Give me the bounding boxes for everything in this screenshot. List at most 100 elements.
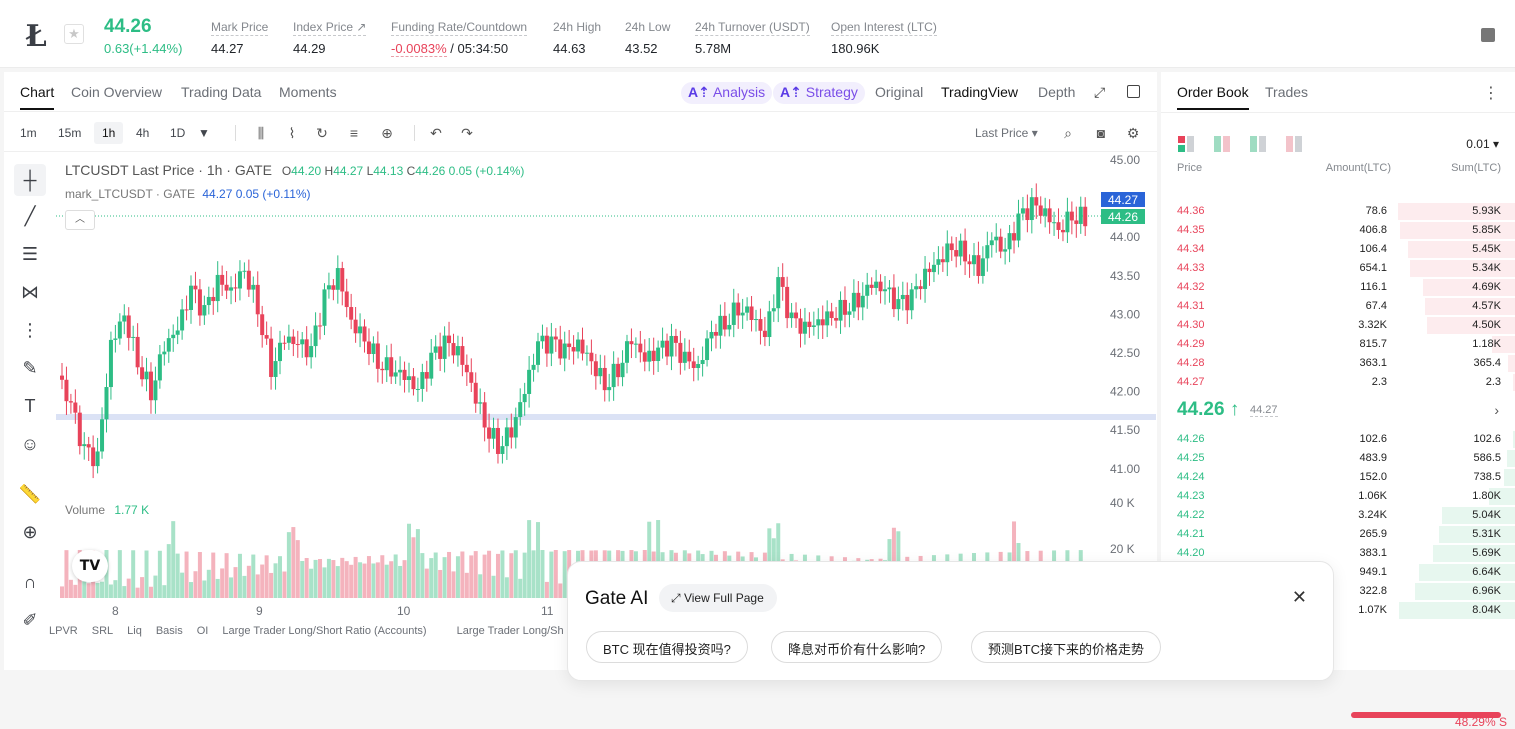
- row-amount: 3.24K: [1358, 509, 1387, 521]
- volume-bar: [278, 556, 282, 598]
- tab-trades[interactable]: Trades: [1265, 84, 1308, 100]
- candle: [398, 370, 402, 373]
- candle: [1061, 230, 1065, 232]
- volume-bar: [234, 567, 238, 598]
- more-icon[interactable]: ⋮: [1483, 83, 1499, 103]
- favorite-star-icon[interactable]: ★: [64, 24, 84, 44]
- candle: [456, 346, 460, 355]
- book-bids-icon[interactable]: [1214, 136, 1230, 152]
- fib-icon[interactable]: ⋮: [14, 314, 46, 346]
- pencil-icon[interactable]: ✐: [14, 604, 46, 636]
- collapse-legend-button[interactable]: ︿: [65, 210, 95, 230]
- volume-bar: [300, 561, 304, 598]
- stat-24h-turnover: 24h Turnover (USDT) 5.78M: [695, 18, 810, 56]
- volume-bar: [176, 554, 180, 598]
- candle: [563, 344, 567, 359]
- candle: [710, 332, 714, 338]
- candle: [122, 315, 126, 321]
- candle: [278, 343, 282, 361]
- ai-question-1[interactable]: BTC 现在值得投资吗?: [586, 631, 748, 663]
- volume-bar: [211, 553, 215, 598]
- candle: [425, 372, 429, 379]
- candle: [665, 341, 669, 357]
- timeframe-1m[interactable]: 1m: [20, 126, 37, 140]
- ai-question-3[interactable]: 预测BTC接下来的价格走势: [971, 631, 1161, 663]
- candle: [683, 352, 687, 363]
- close-icon[interactable]: ✕: [1292, 587, 1307, 608]
- row-price: 44.33: [1177, 262, 1205, 274]
- row-amount: 654.1: [1359, 262, 1387, 274]
- book-both-icon[interactable]: [1178, 136, 1194, 152]
- mid-price: 44.26 ↑: [1177, 399, 1239, 421]
- candle: [354, 320, 358, 334]
- candle: [340, 268, 344, 291]
- view-full-page-button[interactable]: ⤢ View Full Page: [659, 584, 777, 612]
- stat-index-price[interactable]: Index Price ↗ 44.29: [293, 18, 366, 56]
- candle: [830, 311, 834, 318]
- book-asks-only-icon[interactable]: [1286, 136, 1302, 152]
- chevron-right-icon[interactable]: ›: [1494, 402, 1499, 418]
- candle: [82, 444, 86, 446]
- volume-bar: [496, 554, 500, 598]
- row-amount: 383.1: [1359, 547, 1387, 559]
- volume-bar: [394, 554, 398, 598]
- candle: [207, 297, 211, 305]
- candle: [113, 338, 117, 339]
- brush-icon[interactable]: ✎: [14, 352, 46, 384]
- zoom-in-icon[interactable]: ⊕: [14, 516, 46, 548]
- ai-question-2[interactable]: 降息对币价有什么影响?: [771, 631, 942, 663]
- candle: [265, 335, 269, 339]
- volume-bar: [64, 550, 68, 598]
- volume-bar: [162, 585, 166, 598]
- trend-line-icon[interactable]: ╱: [14, 200, 46, 232]
- magnet-icon[interactable]: ∩: [14, 566, 46, 598]
- volume-bar: [447, 552, 451, 598]
- text-icon[interactable]: T: [14, 390, 46, 422]
- precision-select[interactable]: 0.01 ▾: [1466, 137, 1499, 151]
- horizontal-lines-icon[interactable]: ☰: [14, 238, 46, 270]
- candle: [336, 268, 340, 290]
- book-icon[interactable]: [1481, 28, 1495, 42]
- volume-bar: [260, 565, 264, 598]
- book-bids-only-icon[interactable]: [1250, 136, 1266, 152]
- candle: [887, 288, 891, 290]
- order-book-row[interactable]: 44.33 654.1 5.34K: [1161, 259, 1515, 278]
- ruler-icon[interactable]: 📏: [14, 478, 46, 510]
- pattern-icon[interactable]: ⋈: [14, 276, 46, 308]
- volume-bar: [180, 573, 184, 598]
- row-sum: 5.34K: [1472, 262, 1501, 274]
- candle: [950, 243, 954, 250]
- candle: [932, 265, 936, 272]
- candle: [652, 351, 656, 361]
- candle: [349, 307, 353, 320]
- tradingview-logo-icon[interactable]: TV: [72, 550, 108, 582]
- candle: [741, 313, 745, 316]
- candle: [758, 319, 762, 331]
- candle: [189, 286, 193, 310]
- tab-order-book[interactable]: Order Book: [1177, 84, 1249, 100]
- candle: [750, 306, 754, 320]
- candle: [661, 341, 665, 348]
- tab-chart[interactable]: Chart: [20, 84, 54, 100]
- volume-bar: [309, 569, 313, 598]
- candle: [803, 322, 807, 334]
- volume-bar: [242, 576, 246, 598]
- candle: [581, 340, 585, 354]
- crosshair-icon[interactable]: ┼: [14, 164, 46, 196]
- emoji-icon[interactable]: ☺: [14, 428, 46, 460]
